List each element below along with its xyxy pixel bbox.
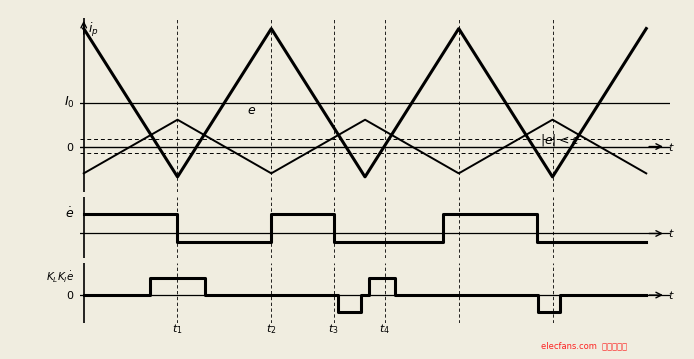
Text: $t_1$: $t_1$	[172, 322, 183, 336]
Text: $t$: $t$	[668, 228, 675, 239]
Text: $\dot{e}$: $\dot{e}$	[65, 207, 74, 221]
Text: $i_p$: $i_p$	[87, 21, 99, 39]
Text: $t$: $t$	[668, 140, 675, 153]
Text: elecfans.com  电子发烧友: elecfans.com 电子发烧友	[541, 341, 627, 350]
Text: $|e|{<}\varepsilon$: $|e|{<}\varepsilon$	[540, 132, 579, 148]
Text: $0$: $0$	[66, 140, 74, 153]
Text: $I_0$: $I_0$	[64, 95, 74, 110]
Text: $e$: $e$	[247, 104, 256, 117]
Text: $t$: $t$	[668, 289, 675, 301]
Text: $t_4$: $t_4$	[379, 322, 390, 336]
Text: $t_2$: $t_2$	[266, 322, 276, 336]
Text: $K_L K_I \dot{e}$: $K_L K_I \dot{e}$	[46, 270, 74, 285]
Text: $0$: $0$	[66, 289, 74, 301]
Text: $t_3$: $t_3$	[328, 322, 339, 336]
